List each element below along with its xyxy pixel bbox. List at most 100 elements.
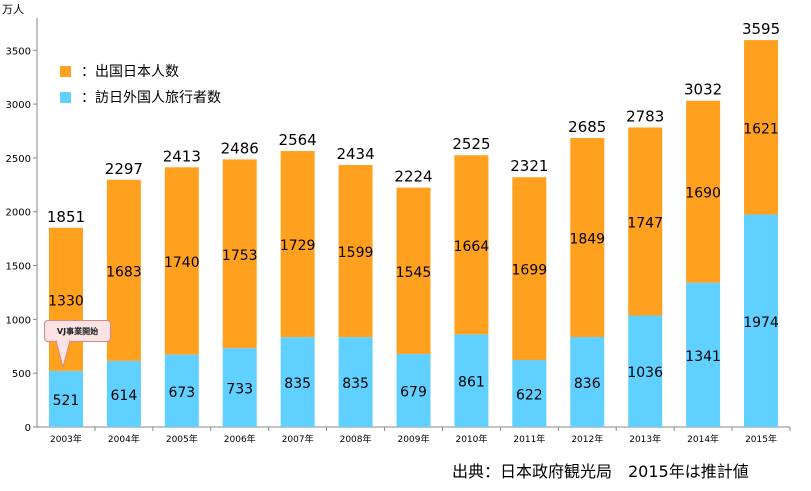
data-label-inbound: 622 [516, 388, 543, 404]
x-tick-label: 2005年 [166, 433, 198, 445]
bar-segment-inbound [512, 360, 547, 427]
y-tick-label: 1000 [6, 315, 31, 326]
data-label-outbound: 1747 [627, 215, 663, 231]
bar-segment-outbound [222, 159, 257, 349]
data-label-inbound: 1974 [743, 315, 779, 331]
data-label-inbound: 835 [284, 376, 311, 392]
bar-segment-outbound [686, 100, 721, 283]
data-label-inbound: 861 [458, 375, 485, 391]
x-tick-label: 2008年 [340, 433, 372, 445]
y-axis-unit-label: 万人 [2, 3, 24, 16]
bar-segment-inbound [48, 370, 83, 427]
legend-swatch-outbound [60, 65, 71, 77]
data-label-total: 3032 [684, 81, 722, 99]
bar-segment-inbound [396, 353, 431, 427]
data-label-inbound: 679 [400, 384, 427, 400]
data-label-outbound: 1849 [569, 232, 605, 248]
bar-segment-inbound [222, 348, 257, 427]
legend-item-inbound: ：訪日外国人旅行者数 [60, 84, 221, 110]
legend-swatch-inbound [60, 91, 71, 103]
y-tick-label: 3500 [6, 46, 31, 57]
y-tick-label: 1500 [6, 262, 31, 273]
x-tick-label: 2013年 [629, 433, 661, 445]
data-label-outbound: 1753 [222, 248, 258, 264]
bars [48, 40, 779, 427]
legend-label-outbound: ：出国日本人数 [81, 64, 179, 80]
x-tick-label: 2012年 [571, 433, 603, 445]
x-tick-label: 2006年 [224, 433, 256, 445]
data-label-total: 2564 [279, 131, 317, 149]
legend-label-inbound: ：訪日外国人旅行者数 [81, 90, 221, 106]
data-label-outbound: 1621 [743, 121, 779, 137]
source-note: 出典：日本政府観光局 2015年は推計値 [452, 462, 749, 481]
bar-segment-outbound [164, 167, 199, 355]
y-tick-label: 500 [12, 369, 31, 380]
x-tick-label: 2003年 [50, 433, 82, 445]
bar-segment-outbound [628, 127, 663, 316]
data-label-total: 1851 [47, 208, 85, 226]
data-label-outbound: 1690 [685, 186, 721, 202]
bar-segment-inbound [338, 337, 373, 427]
x-tick-label: 2009年 [398, 433, 430, 445]
data-label-outbound: 1599 [338, 245, 374, 261]
data-label-total: 2224 [394, 168, 432, 186]
data-label-total: 3595 [742, 20, 780, 38]
data-label-total: 2413 [163, 147, 201, 165]
x-tick-label: 2004年 [108, 433, 140, 445]
bar-segment-outbound [570, 138, 605, 338]
data-label-total: 2525 [452, 135, 490, 153]
y-tick-label: 2500 [6, 154, 31, 165]
bar-segment-inbound [164, 354, 199, 427]
data-labels: 521 1330 1851 614 1683 2297 673 1740 2413 733 1753… [47, 20, 780, 409]
data-label-inbound: 836 [574, 376, 601, 392]
data-label-total: 2685 [568, 118, 606, 136]
bar-segment-inbound [106, 360, 141, 427]
bar-segment-outbound [396, 187, 431, 354]
data-label-inbound: 521 [53, 393, 80, 409]
x-axis: 2003年 2004年 2005年 2006年 2007年 2008年 2009年 2010年… [37, 426, 791, 445]
y-tick-label: 0 [25, 423, 31, 434]
data-label-outbound: 1664 [454, 239, 490, 255]
data-label-total: 2783 [626, 107, 664, 125]
vj-start-callout: VJ事業開始 [44, 320, 111, 342]
bar-segment-inbound [454, 334, 489, 427]
legend: ：出国日本人数 ：訪日外国人旅行者数 [60, 58, 221, 110]
bar-segment-inbound [570, 337, 605, 427]
x-tick-label: 2015年 [745, 433, 777, 445]
bar-segment-outbound [744, 40, 779, 215]
bar-segment-inbound [628, 315, 663, 427]
data-label-inbound: 733 [226, 382, 253, 398]
x-tick-label: 2011年 [513, 433, 545, 445]
data-label-outbound: 1729 [280, 238, 316, 254]
data-label-outbound: 1545 [396, 265, 432, 281]
y-tick-label: 2000 [6, 208, 31, 219]
data-label-inbound: 614 [111, 388, 138, 404]
y-axis: 0 500 1000 1500 2000 2500 3000 3500 [6, 18, 38, 434]
data-label-total: 2486 [221, 139, 259, 157]
bar-segment-inbound [744, 214, 779, 427]
data-label-inbound: 1341 [685, 349, 721, 365]
bar-segment-inbound [280, 337, 315, 427]
data-label-outbound: 1683 [106, 264, 142, 280]
bar-segment-outbound [454, 155, 489, 335]
x-tick-label: 2014年 [687, 433, 719, 445]
x-tick-label: 2007年 [282, 433, 314, 445]
data-label-outbound: 1330 [48, 293, 84, 309]
bar-segment-outbound [512, 177, 547, 361]
legend-item-outbound: ：出国日本人数 [60, 58, 221, 84]
data-label-inbound: 1036 [627, 365, 663, 381]
bar-segment-inbound [686, 282, 721, 427]
x-tick-label: 2010年 [455, 433, 487, 445]
data-label-outbound: 1699 [512, 263, 548, 279]
data-label-inbound: 673 [168, 385, 195, 401]
data-label-inbound: 835 [342, 376, 369, 392]
bar-segment-outbound [280, 151, 315, 338]
data-label-total: 2321 [510, 157, 548, 175]
data-label-total: 2297 [105, 160, 143, 178]
bar-segment-outbound [106, 179, 141, 361]
bar-segment-outbound [338, 165, 373, 338]
y-tick-label: 3000 [6, 100, 31, 111]
data-label-total: 2434 [336, 145, 374, 163]
data-label-outbound: 1740 [164, 255, 200, 271]
